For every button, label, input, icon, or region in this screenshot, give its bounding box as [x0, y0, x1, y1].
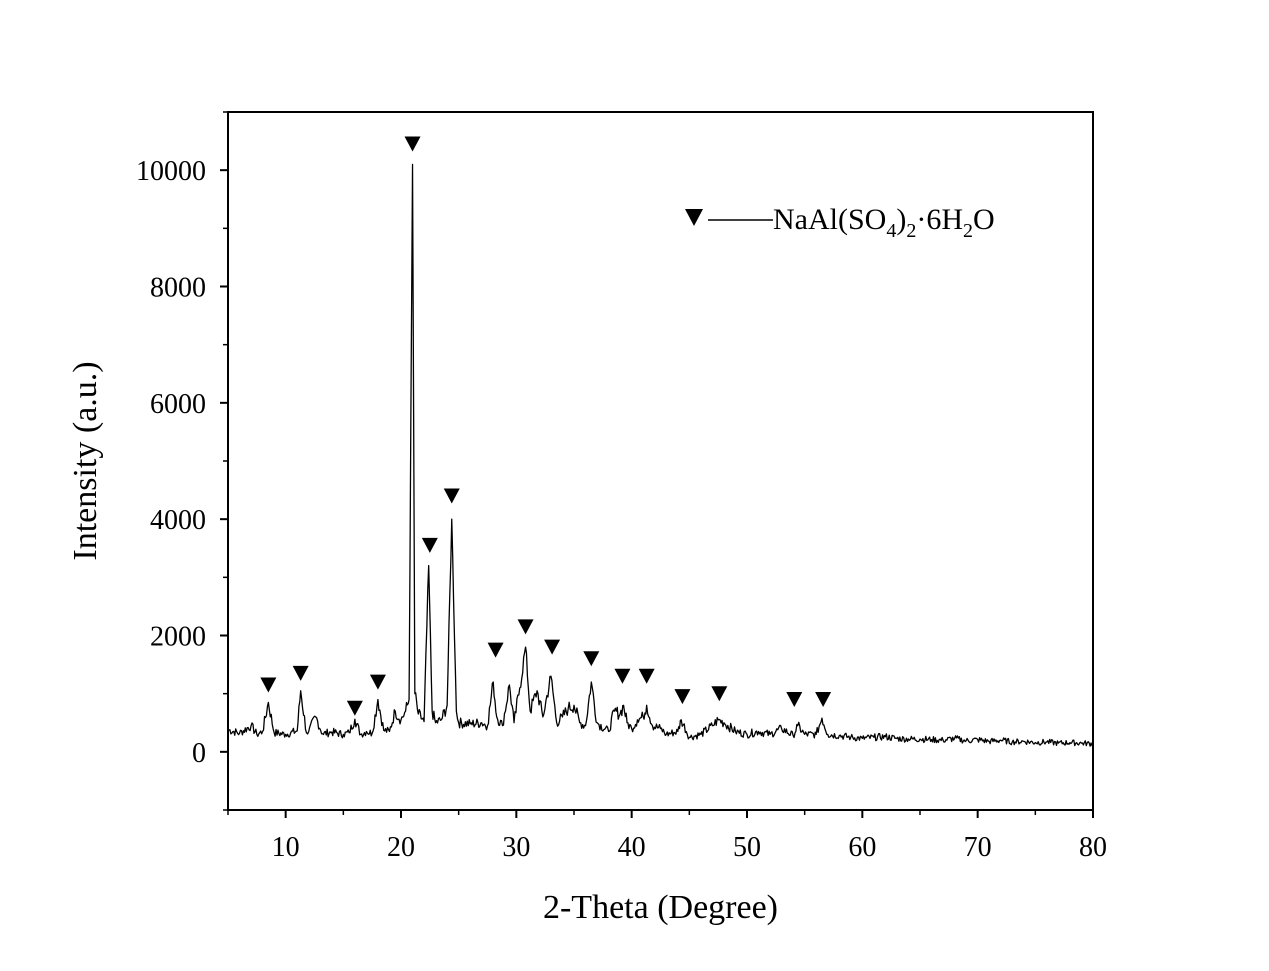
peak-marker-triangle — [786, 692, 803, 708]
legend-label: NaAl(SO4)2·6H2O — [773, 203, 995, 242]
peak-marker-triangle — [369, 674, 386, 690]
legend-text-part: ) — [896, 203, 906, 236]
peak-marker-triangle — [292, 665, 309, 681]
peak-marker-triangle — [815, 692, 832, 708]
peak-marker-triangle — [421, 537, 438, 553]
y-tick-label: 0 — [192, 738, 206, 769]
legend-text-part: ·6H — [916, 203, 963, 236]
y-tick-label: 4000 — [150, 505, 206, 536]
diffraction-line — [227, 163, 1094, 747]
y-tick-label: 6000 — [150, 389, 206, 420]
peak-markers — [260, 136, 832, 716]
peak-marker-triangle — [260, 677, 277, 693]
x-axis-label: 2-Theta (Degree) — [543, 889, 778, 926]
x-tick-label: 10 — [272, 832, 300, 863]
series-layer — [227, 163, 1094, 747]
peak-marker-triangle — [711, 686, 728, 702]
legend-subscript: 2 — [906, 220, 916, 242]
legend-marker-triangle — [685, 209, 703, 226]
x-tick-label: 20 — [387, 832, 415, 863]
x-tick-label: 30 — [502, 832, 530, 863]
x-tick-label: 40 — [618, 832, 646, 863]
peak-marker-triangle — [404, 136, 421, 152]
peak-marker-triangle — [443, 488, 460, 504]
x-tick-label: 60 — [848, 832, 876, 863]
peak-marker-triangle — [583, 651, 600, 667]
y-tick-label: 8000 — [150, 273, 206, 304]
legend: NaAl(SO4)2·6H2O — [685, 203, 995, 242]
legend-subscript: 2 — [963, 220, 973, 242]
peak-marker-triangle — [614, 668, 631, 684]
peak-marker-triangle — [544, 639, 561, 655]
peak-marker-triangle — [517, 619, 534, 635]
y-tick-label: 10000 — [136, 156, 206, 187]
legend-subscript: 4 — [886, 220, 896, 242]
peak-marker-triangle — [346, 700, 363, 716]
axis-ticks: 10 20 30 40 50 60 70 80 0 2000 4000 6000 8000 10000 — [136, 111, 1107, 863]
legend-text-part: O — [973, 203, 995, 236]
y-axis-label: Intensity (a.u.) — [67, 361, 104, 560]
peak-marker-triangle — [638, 668, 655, 684]
plot-frame — [227, 111, 1094, 811]
peak-marker-triangle — [674, 689, 691, 705]
x-tick-label: 50 — [733, 832, 761, 863]
legend-text-part: NaAl(SO — [773, 203, 886, 236]
y-tick-label: 2000 — [150, 622, 206, 653]
peak-marker-triangle — [487, 642, 504, 658]
x-tick-label: 70 — [964, 832, 992, 863]
x-tick-label: 80 — [1079, 832, 1107, 863]
